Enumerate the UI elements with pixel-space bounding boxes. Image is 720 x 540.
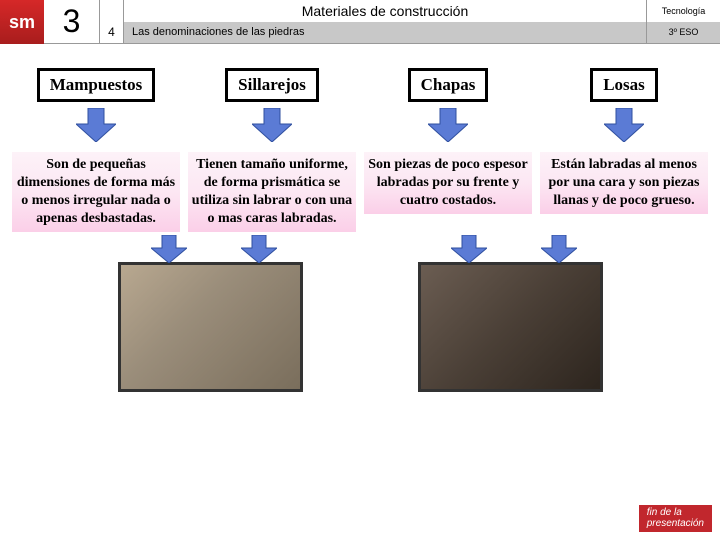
column-sillarejos: Sillarejos Tienen tamaño uniforme, de fo… [188, 68, 356, 232]
images-row [0, 262, 720, 392]
header: sm 3 4 Materiales de construcción Las de… [0, 0, 720, 44]
arrow-down-icon [541, 235, 577, 263]
arrow-down-icon [428, 108, 468, 142]
column-chapas: Chapas Son piezas de poco espesor labrad… [364, 68, 532, 232]
label-losas: Losas [590, 68, 658, 102]
arrow-down-icon [604, 108, 644, 142]
subtitle: Las denominaciones de las piedras [124, 22, 646, 44]
arrow-down-icon [151, 235, 187, 263]
label-sillarejos: Sillarejos [225, 68, 319, 102]
footer-badge: fin de lapresentación [639, 505, 712, 532]
right-labels: Tecnología 3º ESO [646, 0, 720, 43]
subject-label: Tecnología [647, 0, 720, 22]
arrow-down-icon [241, 235, 277, 263]
label-mampuestos: Mampuestos [37, 68, 156, 102]
column-mampuestos: Mampuestos Son de pequeñas dimensiones d… [12, 68, 180, 232]
chapter-number: 3 [44, 0, 100, 43]
image-stone-facade [418, 262, 603, 392]
columns-row: Mampuestos Son de pequeñas dimensiones d… [0, 68, 720, 232]
arrow-down-icon [76, 108, 116, 142]
publisher-logo: sm [0, 0, 44, 44]
grade-label: 3º ESO [647, 22, 720, 44]
section-number: 4 [100, 0, 124, 43]
page-title: Materiales de construcción [124, 0, 646, 22]
desc-mampuestos: Son de pequeñas dimensiones de forma más… [12, 152, 180, 232]
desc-chapas: Son piezas de poco espesor labradas por … [364, 152, 532, 214]
label-chapas: Chapas [408, 68, 489, 102]
desc-sillarejos: Tienen tamaño uniforme, de forma prismát… [188, 152, 356, 232]
arrow-down-icon [252, 108, 292, 142]
title-block: Materiales de construcción Las denominac… [124, 0, 646, 43]
desc-losas: Están labradas al menos por una cara y s… [540, 152, 708, 214]
arrow-down-icon [451, 235, 487, 263]
column-losas: Losas Están labradas al menos por una ca… [540, 68, 708, 232]
image-building-arches [118, 262, 303, 392]
